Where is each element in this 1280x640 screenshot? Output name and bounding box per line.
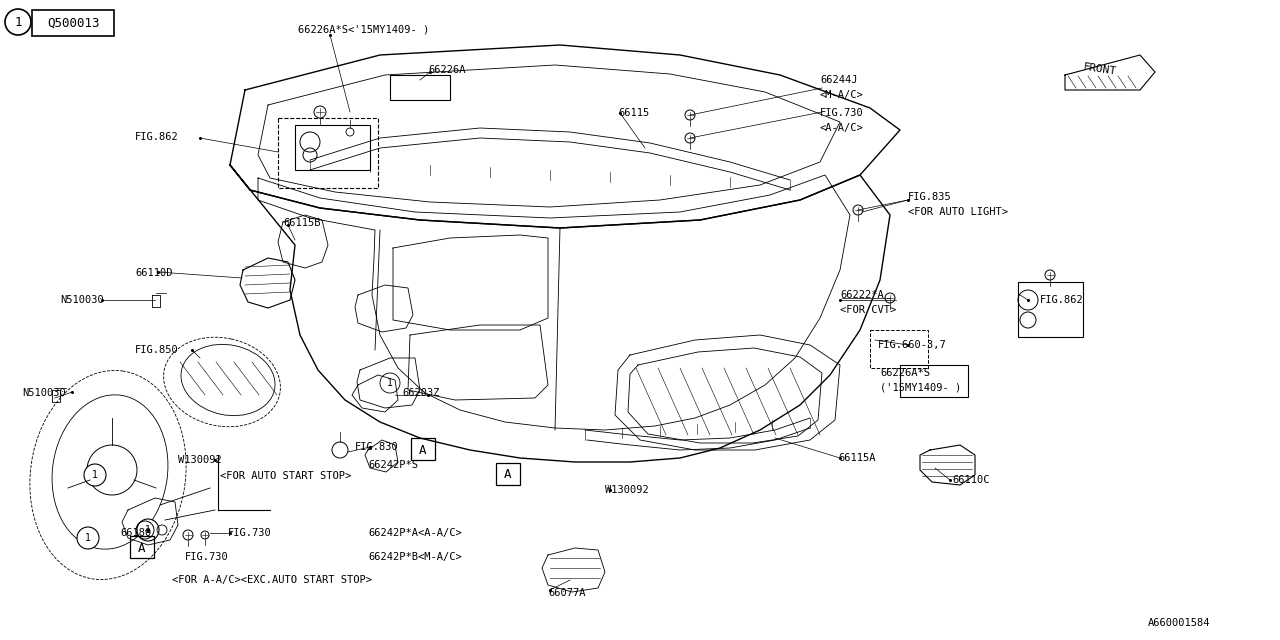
Text: FIG.660-3,7: FIG.660-3,7 — [878, 340, 947, 350]
Text: 66226A: 66226A — [428, 65, 466, 75]
Text: 66242P*B<M-A/C>: 66242P*B<M-A/C> — [369, 552, 462, 562]
Text: 1: 1 — [145, 525, 151, 535]
Text: 66244J: 66244J — [820, 75, 858, 85]
Text: 66203Z: 66203Z — [402, 388, 439, 398]
Text: A660001584: A660001584 — [1148, 618, 1211, 628]
Text: FIG.730: FIG.730 — [228, 528, 271, 538]
Bar — [411, 438, 435, 460]
Text: 66226A*S: 66226A*S — [881, 368, 931, 378]
Text: 66115: 66115 — [618, 108, 649, 118]
Text: N510030: N510030 — [60, 295, 104, 305]
Text: 1: 1 — [92, 470, 99, 480]
Bar — [1018, 282, 1083, 337]
Text: 1: 1 — [387, 378, 393, 388]
Text: FIG.835: FIG.835 — [908, 192, 952, 202]
Bar — [497, 463, 520, 485]
Text: 66115A: 66115A — [838, 453, 876, 463]
Text: FIG.862: FIG.862 — [1039, 295, 1084, 305]
Text: 1: 1 — [84, 533, 91, 543]
Text: 66242P*S: 66242P*S — [369, 460, 419, 470]
Text: 66077A: 66077A — [548, 588, 585, 598]
Text: Q500013: Q500013 — [47, 17, 100, 29]
Text: FRONT: FRONT — [1083, 62, 1117, 77]
Bar — [390, 75, 451, 100]
Polygon shape — [1065, 55, 1155, 90]
Text: A: A — [504, 468, 512, 481]
Text: A: A — [420, 444, 426, 456]
Text: ('15MY1409- ): ('15MY1409- ) — [881, 383, 961, 393]
Text: <FOR A-A/C><EXC.AUTO START STOP>: <FOR A-A/C><EXC.AUTO START STOP> — [172, 575, 372, 585]
Bar — [131, 536, 154, 558]
Text: <FOR CVT>: <FOR CVT> — [840, 305, 896, 315]
Text: <FOR AUTO LIGHT>: <FOR AUTO LIGHT> — [908, 207, 1009, 217]
Text: 1: 1 — [14, 15, 22, 29]
Text: <M-A/C>: <M-A/C> — [820, 90, 864, 100]
Text: <A-A/C>: <A-A/C> — [820, 123, 864, 133]
Text: W130092: W130092 — [605, 485, 649, 495]
Text: 66110D: 66110D — [134, 268, 173, 278]
Text: FIG.862: FIG.862 — [134, 132, 179, 142]
Text: 66180: 66180 — [120, 528, 151, 538]
Text: N510030: N510030 — [22, 388, 65, 398]
Circle shape — [137, 519, 159, 541]
Circle shape — [84, 464, 106, 486]
Text: FIG.850: FIG.850 — [134, 345, 179, 355]
Text: 66242P*A<A-A/C>: 66242P*A<A-A/C> — [369, 528, 462, 538]
Text: A: A — [138, 541, 146, 554]
Circle shape — [77, 527, 99, 549]
Text: FIG.730: FIG.730 — [186, 552, 229, 562]
Text: FIG.830: FIG.830 — [355, 442, 399, 452]
Bar — [278, 118, 378, 188]
Text: FIG.730: FIG.730 — [820, 108, 864, 118]
Text: 66222*A: 66222*A — [840, 290, 883, 300]
Text: 66226A*S<'15MY1409- ): 66226A*S<'15MY1409- ) — [298, 25, 429, 35]
Text: <FOR AUTO START STOP>: <FOR AUTO START STOP> — [220, 471, 351, 481]
Text: 66110C: 66110C — [952, 475, 989, 485]
Bar — [32, 10, 114, 36]
Text: W130092: W130092 — [178, 455, 221, 465]
Bar — [294, 125, 370, 170]
Bar — [870, 330, 928, 368]
Bar — [900, 365, 968, 397]
Text: 66115B: 66115B — [283, 218, 320, 228]
